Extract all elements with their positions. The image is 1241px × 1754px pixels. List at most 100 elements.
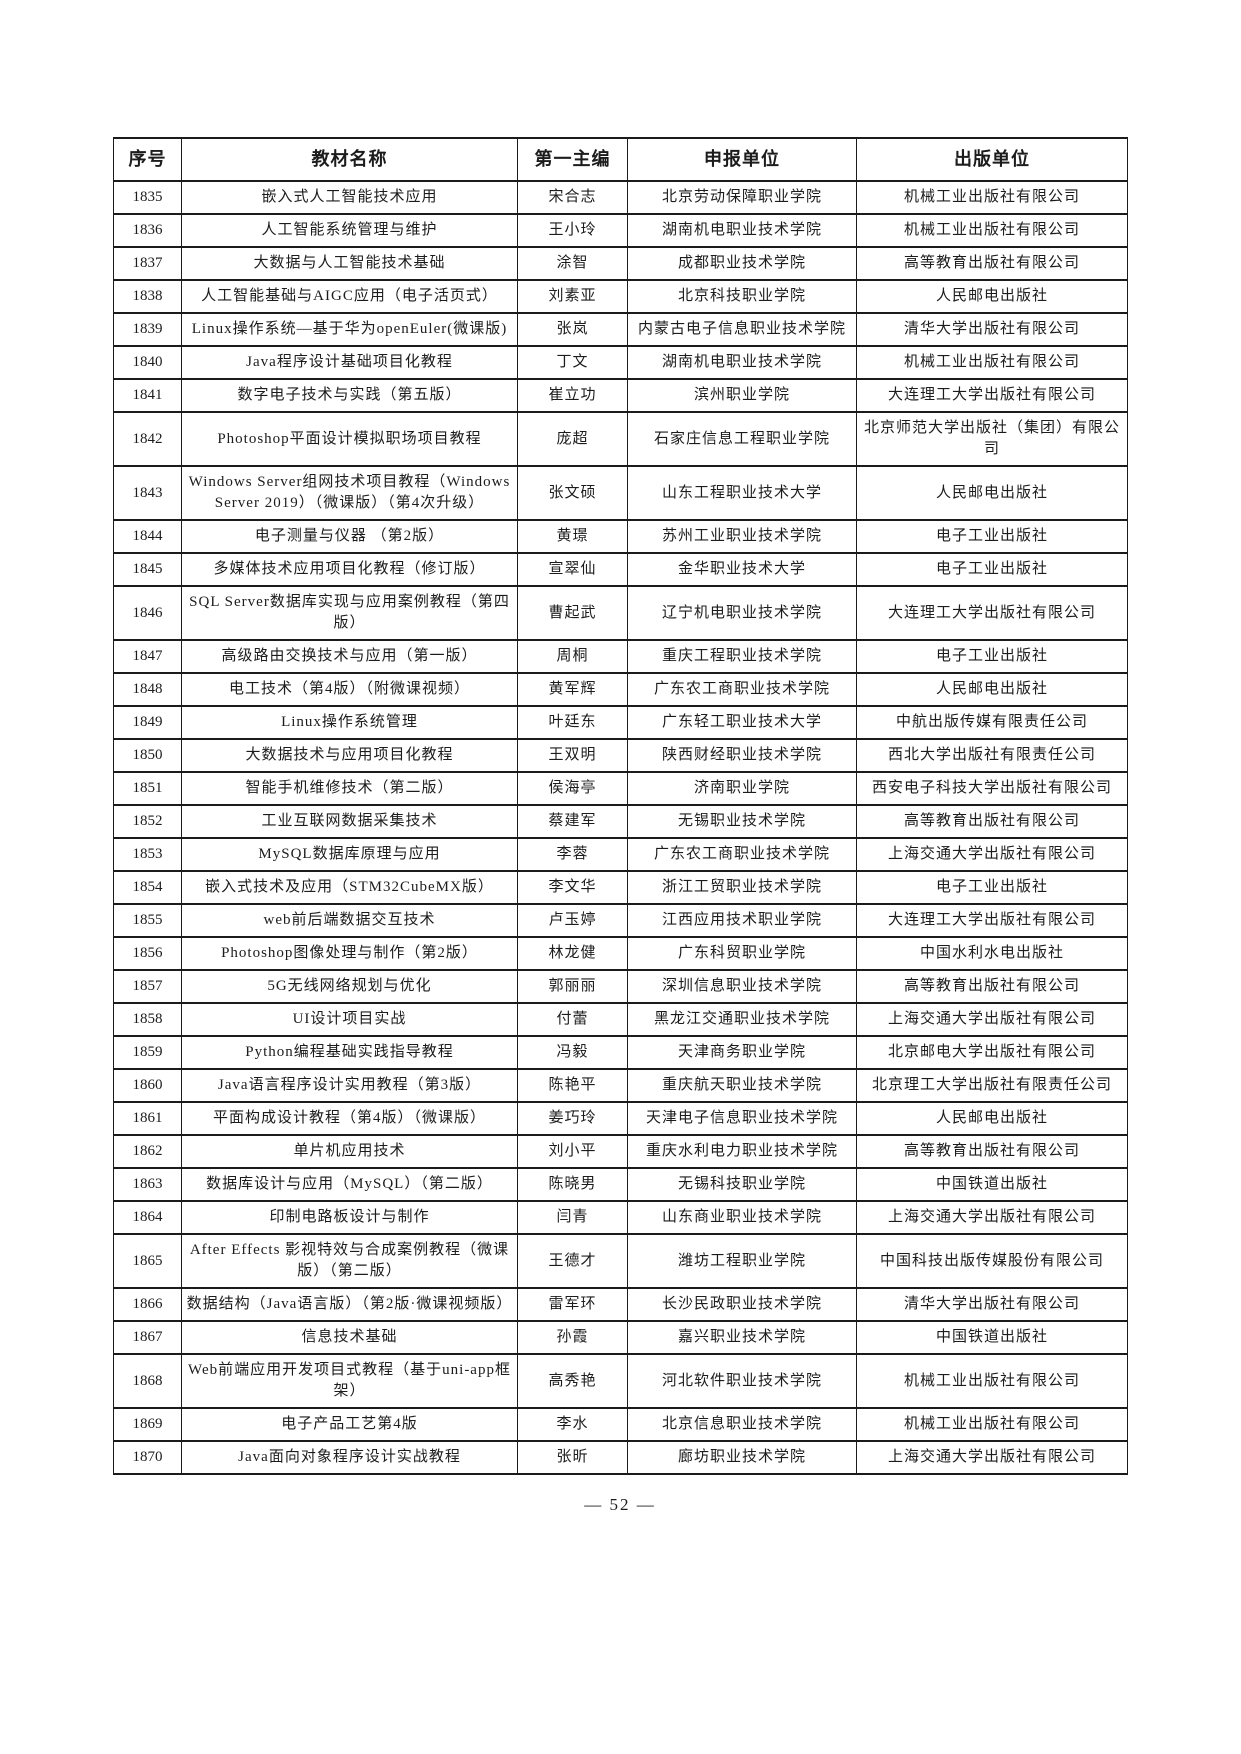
table-row: 1853 MySQL数据库原理与应用 李蓉 广东农工商职业技术学院 上海交通大学出版社有… xyxy=(113,837,1128,872)
table-row: 1869 电子产品工艺第4版 李水 北京信息职业技术学院 机械工业出版社有限公司 xyxy=(113,1407,1128,1442)
col-header-applicant: 申报单位 xyxy=(627,137,857,182)
applicant-cell: 山东工程职业技术大学 xyxy=(627,465,857,521)
serial-cell: 1865 xyxy=(113,1233,182,1289)
title-cell: 数字电子技术与实践（第五版） xyxy=(181,378,518,413)
editor-cell: 曹起武 xyxy=(517,585,628,641)
editor-cell: 叶廷东 xyxy=(517,705,628,740)
table-header-row: 序号 教材名称 第一主编 申报单位 出版单位 xyxy=(113,137,1128,182)
table-row: 1840 Java程序设计基础项目化教程 丁文 湖南机电职业技术学院 机械工业出版社有限… xyxy=(113,345,1128,380)
serial-cell: 1845 xyxy=(113,552,182,587)
applicant-cell: 北京劳动保障职业学院 xyxy=(627,180,857,215)
publisher-cell: 大连理工大学出版社有限公司 xyxy=(856,378,1128,413)
publisher-cell: 人民邮电出版社 xyxy=(856,672,1128,707)
applicant-cell: 成都职业技术学院 xyxy=(627,246,857,281)
table-row: 1851 智能手机维修技术（第二版） 侯海亭 济南职业学院 西安电子科技大学出版社有限公… xyxy=(113,771,1128,806)
editor-cell: 陈艳平 xyxy=(517,1068,628,1103)
serial-cell: 1860 xyxy=(113,1068,182,1103)
applicant-cell: 广东轻工职业技术大学 xyxy=(627,705,857,740)
table-row: 1862 单片机应用技术 刘小平 重庆水利电力职业技术学院 高等教育出版社有限公司 xyxy=(113,1134,1128,1169)
title-cell: After Effects 影视特效与合成案例教程（微课版）（第二版） xyxy=(181,1233,518,1289)
applicant-cell: 湖南机电职业技术学院 xyxy=(627,345,857,380)
publisher-cell: 电子工业出版社 xyxy=(856,639,1128,674)
publisher-cell: 机械工业出版社有限公司 xyxy=(856,213,1128,248)
publisher-cell: 北京师范大学出版社（集团）有限公司 xyxy=(856,411,1128,467)
publisher-cell: 上海交通大学出版社有限公司 xyxy=(856,1440,1128,1475)
publisher-cell: 机械工业出版社有限公司 xyxy=(856,1407,1128,1442)
applicant-cell: 潍坊工程职业学院 xyxy=(627,1233,857,1289)
editor-cell: 李文华 xyxy=(517,870,628,905)
publisher-cell: 机械工业出版社有限公司 xyxy=(856,345,1128,380)
title-cell: 嵌入式人工智能技术应用 xyxy=(181,180,518,215)
title-cell: 5G无线网络规划与优化 xyxy=(181,969,518,1004)
editor-cell: 张昕 xyxy=(517,1440,628,1475)
title-cell: 多媒体技术应用项目化教程（修订版） xyxy=(181,552,518,587)
publisher-cell: 高等教育出版社有限公司 xyxy=(856,1134,1128,1169)
editor-cell: 李蓉 xyxy=(517,837,628,872)
table-row: 1846 SQL Server数据库实现与应用案例教程（第四版） 曹起武 辽宁机电职业… xyxy=(113,585,1128,641)
serial-cell: 1836 xyxy=(113,213,182,248)
publisher-cell: 人民邮电出版社 xyxy=(856,465,1128,521)
editor-cell: 侯海亭 xyxy=(517,771,628,806)
applicant-cell: 金华职业技术大学 xyxy=(627,552,857,587)
publisher-cell: 中国科技出版传媒股份有限公司 xyxy=(856,1233,1128,1289)
editor-cell: 付蕾 xyxy=(517,1002,628,1037)
serial-cell: 1855 xyxy=(113,903,182,938)
title-cell: 工业互联网数据采集技术 xyxy=(181,804,518,839)
serial-cell: 1835 xyxy=(113,180,182,215)
publisher-cell: 人民邮电出版社 xyxy=(856,279,1128,314)
publisher-cell: 机械工业出版社有限公司 xyxy=(856,1353,1128,1409)
col-header-serial: 序号 xyxy=(113,137,182,182)
publisher-cell: 北京理工大学出版社有限责任公司 xyxy=(856,1068,1128,1103)
table-row: 1839 Linux操作系统—基于华为openEuler(微课版) 张岚 内蒙古电子信… xyxy=(113,312,1128,347)
table-row: 1866 数据结构（Java语言版）（第2版·微课视频版） 雷军环 长沙民政职业技术学… xyxy=(113,1287,1128,1322)
title-cell: 智能手机维修技术（第二版） xyxy=(181,771,518,806)
serial-cell: 1850 xyxy=(113,738,182,773)
editor-cell: 张文硕 xyxy=(517,465,628,521)
editor-cell: 王小玲 xyxy=(517,213,628,248)
title-cell: 高级路由交换技术与应用（第一版） xyxy=(181,639,518,674)
applicant-cell: 广东科贸职业学院 xyxy=(627,936,857,971)
table-row: 1849 Linux操作系统管理 叶廷东 广东轻工职业技术大学 中航出版传媒有限责任公司 xyxy=(113,705,1128,740)
serial-cell: 1863 xyxy=(113,1167,182,1202)
title-cell: Photoshop平面设计模拟职场项目教程 xyxy=(181,411,518,467)
applicant-cell: 湖南机电职业技术学院 xyxy=(627,213,857,248)
applicant-cell: 石家庄信息工程职业学院 xyxy=(627,411,857,467)
table-row: 1844 电子测量与仪器 （第2版） 黄璟 苏州工业职业技术学院 电子工业出版社 xyxy=(113,519,1128,554)
publisher-cell: 上海交通大学出版社有限公司 xyxy=(856,1200,1128,1235)
publisher-cell: 中国铁道出版社 xyxy=(856,1167,1128,1202)
serial-cell: 1839 xyxy=(113,312,182,347)
applicant-cell: 重庆水利电力职业技术学院 xyxy=(627,1134,857,1169)
publisher-cell: 大连理工大学出版社有限公司 xyxy=(856,585,1128,641)
serial-cell: 1849 xyxy=(113,705,182,740)
publisher-cell: 高等教育出版社有限公司 xyxy=(856,969,1128,1004)
publisher-cell: 人民邮电出版社 xyxy=(856,1101,1128,1136)
serial-cell: 1859 xyxy=(113,1035,182,1070)
page-number: — 52 — xyxy=(584,1495,656,1514)
title-cell: 电子测量与仪器 （第2版） xyxy=(181,519,518,554)
applicant-cell: 辽宁机电职业技术学院 xyxy=(627,585,857,641)
serial-cell: 1837 xyxy=(113,246,182,281)
col-header-editor: 第一主编 xyxy=(517,137,628,182)
table-row: 1854 嵌入式技术及应用（STM32CubeMX版） 李文华 浙江工贸职业技术学院电… xyxy=(113,870,1128,905)
publisher-cell: 上海交通大学出版社有限公司 xyxy=(856,837,1128,872)
editor-cell: 蔡建军 xyxy=(517,804,628,839)
col-header-publisher: 出版单位 xyxy=(856,137,1128,182)
serial-cell: 1841 xyxy=(113,378,182,413)
table-row: 1864 印制电路板设计与制作 闫青 山东商业职业技术学院 上海交通大学出版社有限公司 xyxy=(113,1200,1128,1235)
table-row: 1857 5G无线网络规划与优化 郭丽丽 深圳信息职业技术学院 高等教育出版社有限公司 xyxy=(113,969,1128,1004)
table-row: 1856 Photoshop图像处理与制作（第2版） 林龙健 广东科贸职业学院 中国水利… xyxy=(113,936,1128,971)
editor-cell: 黄军辉 xyxy=(517,672,628,707)
editor-cell: 冯毅 xyxy=(517,1035,628,1070)
editor-cell: 陈晓男 xyxy=(517,1167,628,1202)
title-cell: 嵌入式技术及应用（STM32CubeMX版） xyxy=(181,870,518,905)
serial-cell: 1853 xyxy=(113,837,182,872)
table-row: 1855 web前后端数据交互技术 卢玉婷 江西应用技术职业学院 大连理工大学出版社有限… xyxy=(113,903,1128,938)
serial-cell: 1842 xyxy=(113,411,182,467)
title-cell: Photoshop图像处理与制作（第2版） xyxy=(181,936,518,971)
title-cell: 大数据技术与应用项目化教程 xyxy=(181,738,518,773)
serial-cell: 1869 xyxy=(113,1407,182,1442)
editor-cell: 宣翠仙 xyxy=(517,552,628,587)
table-row: 1843 Windows Server组网技术项目教程（Windows Serve… xyxy=(113,465,1128,521)
title-cell: Linux操作系统管理 xyxy=(181,705,518,740)
publisher-cell: 清华大学出版社有限公司 xyxy=(856,312,1128,347)
